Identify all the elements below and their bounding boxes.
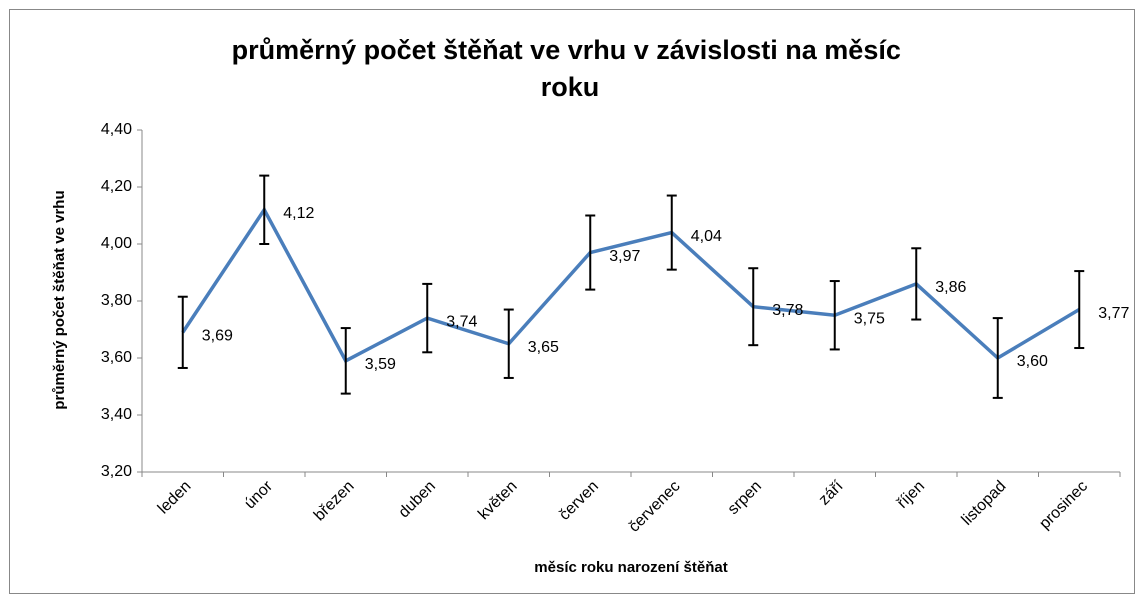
data-label: 3,86 (935, 279, 966, 296)
y-tick-label: 4,40 (101, 121, 132, 138)
error-bar (340, 327, 351, 395)
data-label: 4,12 (283, 205, 314, 222)
data-label: 3,60 (1017, 353, 1048, 370)
data-label: 3,65 (528, 339, 559, 356)
error-bar (177, 295, 188, 369)
error-bar (422, 282, 433, 354)
data-label: 3,78 (772, 302, 803, 319)
error-bar (259, 174, 270, 245)
data-label: 3,97 (609, 248, 640, 265)
error-bar (829, 280, 840, 351)
error-bar (992, 317, 1003, 399)
y-tick-label: 3,60 (101, 349, 132, 366)
line-series (181, 206, 1081, 364)
y-tick-label: 3,40 (101, 406, 132, 423)
chart-frame (9, 9, 1135, 594)
y-tick-label: 3,80 (101, 292, 132, 309)
data-label: 3,75 (854, 310, 885, 327)
error-bar (666, 194, 677, 271)
error-bar (503, 308, 514, 379)
x-axis-title: měsíc roku narození štěňat (534, 559, 727, 576)
y-tick-label: 3,20 (101, 463, 132, 480)
error-bar (1074, 270, 1085, 350)
chart-title: průměrný počet štěňat ve vrhu v závislos… (232, 35, 909, 102)
data-label: 3,74 (446, 313, 477, 330)
data-label: 3,69 (202, 328, 233, 345)
error-bar (748, 267, 759, 347)
data-label: 3,59 (365, 356, 396, 373)
y-tick-label: 4,00 (101, 235, 132, 252)
y-tick-label: 4,20 (101, 178, 132, 195)
y-axis-title: průměrný počet štěňat ve vrhu (51, 190, 68, 409)
error-bar (585, 214, 596, 291)
error-bar (911, 247, 922, 321)
data-label: 4,04 (691, 228, 722, 245)
data-label: 3,77 (1098, 305, 1129, 322)
